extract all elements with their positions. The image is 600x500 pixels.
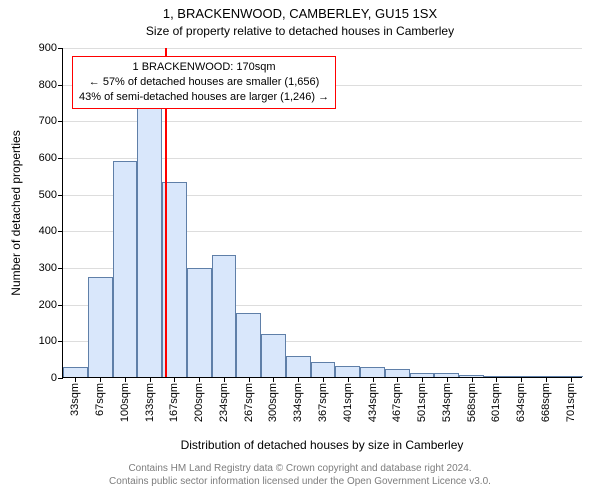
x-tick: 167sqm	[168, 377, 180, 422]
annotation-line: 43% of semi-detached houses are larger (…	[79, 90, 329, 105]
bar	[187, 268, 212, 377]
footer: Contains HM Land Registry data © Crown c…	[0, 462, 600, 488]
y-tick: 600	[39, 152, 63, 164]
bar	[113, 161, 138, 377]
footer-line-2: Contains public sector information licen…	[0, 475, 600, 488]
annotation-line: 1 BRACKENWOOD: 170sqm	[79, 60, 329, 75]
bar	[385, 369, 410, 377]
x-tick: 668sqm	[540, 377, 552, 422]
x-tick: 234sqm	[218, 377, 230, 422]
bar	[137, 106, 162, 377]
annotation-box: 1 BRACKENWOOD: 170sqm← 57% of detached h…	[72, 56, 336, 109]
y-tick: 700	[39, 115, 63, 127]
x-tick: 401sqm	[342, 377, 354, 422]
annotation-line: ← 57% of detached houses are smaller (1,…	[79, 75, 329, 90]
y-tick: 300	[39, 262, 63, 274]
bar	[286, 356, 311, 377]
x-tick: 267sqm	[243, 377, 255, 422]
y-tick: 0	[51, 372, 63, 384]
x-tick: 568sqm	[466, 377, 478, 422]
footer-line-1: Contains HM Land Registry data © Crown c…	[0, 462, 600, 475]
y-tick: 500	[39, 189, 63, 201]
y-tick: 800	[39, 79, 63, 91]
x-tick: 501sqm	[416, 377, 428, 422]
x-tick: 601sqm	[490, 377, 502, 422]
bar	[261, 334, 286, 377]
x-tick: 300sqm	[267, 377, 279, 422]
x-tick: 100sqm	[119, 377, 131, 422]
bar	[88, 277, 113, 377]
y-axis-label: Number of detached properties	[9, 130, 23, 295]
bar	[311, 362, 336, 377]
x-tick: 200sqm	[193, 377, 205, 422]
x-tick: 367sqm	[317, 377, 329, 422]
x-tick: 434sqm	[367, 377, 379, 422]
x-tick: 634sqm	[515, 377, 527, 422]
y-tick: 200	[39, 299, 63, 311]
bar	[212, 255, 237, 377]
bar	[236, 313, 261, 377]
x-tick: 334sqm	[292, 377, 304, 422]
bar	[63, 367, 88, 377]
x-tick: 67sqm	[94, 377, 106, 416]
bar	[335, 366, 360, 377]
x-tick: 133sqm	[144, 377, 156, 422]
x-axis-label: Distribution of detached houses by size …	[181, 438, 464, 452]
title-line-2: Size of property relative to detached ho…	[0, 24, 600, 38]
x-tick: 467sqm	[391, 377, 403, 422]
x-tick: 33sqm	[69, 377, 81, 416]
bar	[360, 367, 385, 377]
gridline-h	[63, 48, 582, 49]
y-tick: 100	[39, 335, 63, 347]
y-tick: 400	[39, 225, 63, 237]
y-tick: 900	[39, 42, 63, 54]
x-tick: 701sqm	[565, 377, 577, 422]
title-line-1: 1, BRACKENWOOD, CAMBERLEY, GU15 1SX	[0, 6, 600, 21]
x-tick: 534sqm	[441, 377, 453, 422]
